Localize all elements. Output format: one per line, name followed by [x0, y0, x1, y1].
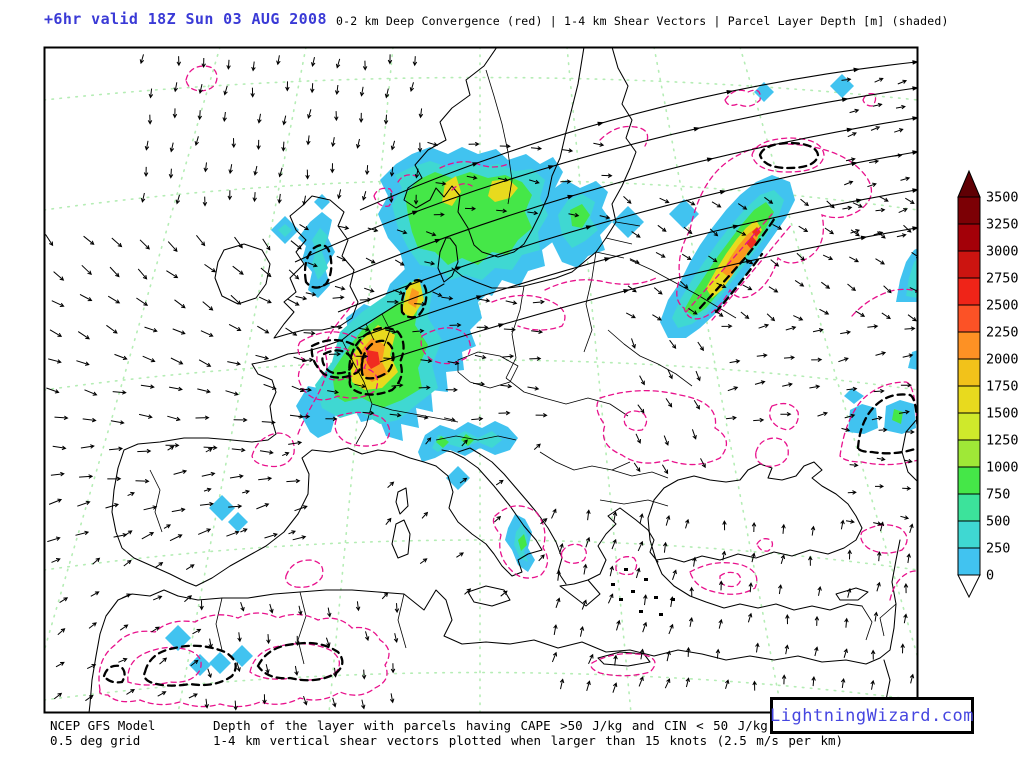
- colorbar-tick-label: 2000: [986, 352, 1019, 368]
- graticule-grid: [45, 48, 917, 712]
- colorbar-tick-label: 3500: [986, 190, 1019, 206]
- parcel-layer-depth-shading: [165, 74, 917, 676]
- colorbar-tick-label: 0: [986, 568, 994, 584]
- colorbar-tick-label: 500: [986, 514, 1010, 530]
- colorbar-tick-label: 3250: [986, 217, 1019, 233]
- colorbar-tick-label: 1000: [986, 460, 1019, 476]
- colorbar-tick-label: 1500: [986, 406, 1019, 422]
- model-info: NCEP GFS Model 0.5 deg grid: [50, 718, 156, 748]
- convergence-contours: [98, 65, 917, 708]
- field-description: Depth of the layer with parcels having C…: [213, 718, 844, 748]
- depth-colorbar: 3500325030002750250022502000175015001250…: [957, 169, 1019, 599]
- colorbar-tick-label: 3000: [986, 244, 1019, 260]
- colorbar-tick-label: 2750: [986, 271, 1019, 287]
- colorbar-tick-label: 2500: [986, 298, 1019, 314]
- colorbar-tick-label: 2250: [986, 325, 1019, 341]
- field-legend: 0-2 km Deep Convergence (red) | 1-4 km S…: [336, 14, 949, 28]
- colorbar-tick-label: 1250: [986, 433, 1019, 449]
- colorbar-tick-label: 250: [986, 541, 1010, 557]
- colorbar-tick-label: 1750: [986, 379, 1019, 395]
- coastlines: [88, 48, 917, 712]
- forecast-valid-time: +6hr valid 18Z Sun 03 AUG 2008: [44, 10, 327, 28]
- lightningwizard-watermark-link[interactable]: LightningWizard.com: [770, 697, 974, 734]
- colorbar-tick-label: 750: [986, 487, 1010, 503]
- map-frame: [43, 46, 919, 714]
- watermark-text: LightningWizard.com: [770, 705, 974, 726]
- shear-vector-arrows: [45, 54, 917, 711]
